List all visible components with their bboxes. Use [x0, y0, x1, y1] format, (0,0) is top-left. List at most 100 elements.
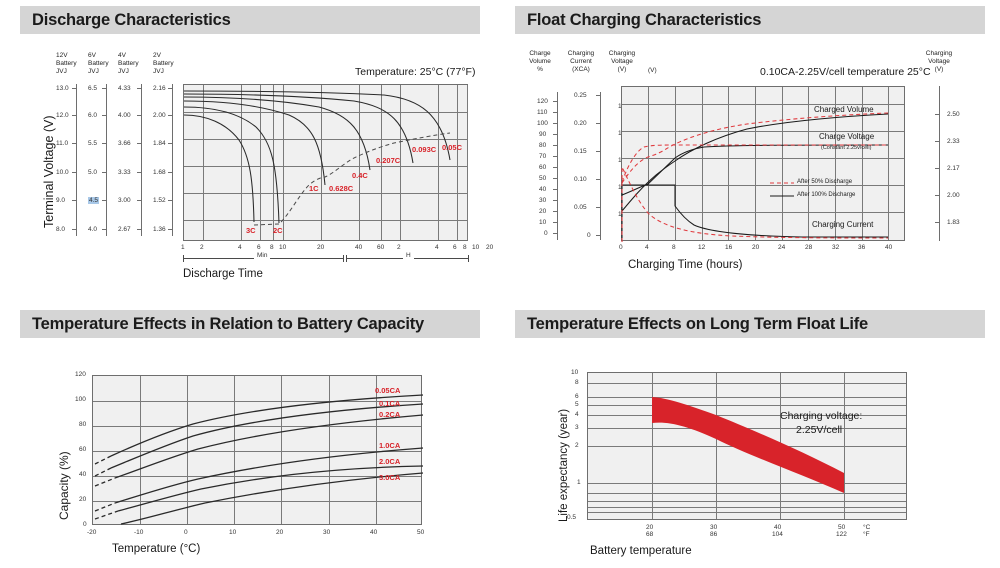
fx-4: 16	[725, 244, 733, 251]
panel-discharge-title: Discharge Characteristics	[32, 10, 231, 29]
discharge-ylabel: Terminal Voltage (V)	[42, 115, 56, 228]
lx-c-30: 30	[710, 524, 718, 531]
tick-12v-2: 11.0	[56, 140, 69, 147]
tick-4v-5: 2.67	[118, 226, 131, 233]
fx-1: 4	[645, 244, 649, 251]
fx-2: 8	[672, 244, 676, 251]
fa0-t7: 50	[539, 175, 547, 182]
fa0-t3: 90	[539, 131, 547, 138]
tick-12v-0: 13.0	[56, 85, 69, 92]
panel-float-header: Float Charging Characteristics	[515, 6, 985, 34]
fx-10: 40	[885, 244, 893, 251]
fa3-l3: (V)	[648, 67, 657, 74]
discharge-label-0207c: 0.207C	[376, 156, 401, 165]
lx-f-86: 86	[710, 531, 718, 538]
panel-tempcap-header: Temperature Effects in Relation to Batte…	[20, 310, 480, 338]
axis-12v-l1: 12V	[56, 52, 68, 59]
dx-9: 2	[397, 244, 401, 251]
fa0-l3: %	[537, 66, 543, 74]
tick-6v-2: 5.5	[88, 140, 98, 147]
float-label-charged-volume: Charged Volume	[814, 105, 874, 114]
fx-9: 36	[858, 244, 866, 251]
dx-11: 6	[453, 244, 457, 251]
cx-5: 30	[323, 529, 331, 536]
fa0-t4: 80	[539, 142, 547, 149]
dx-10: 4	[435, 244, 439, 251]
fr-t3: 2.00	[947, 192, 960, 199]
cx-7: 50	[417, 529, 425, 536]
ly-05: 0.5	[567, 514, 577, 521]
panel-tempcap: Temperature Effects in Relation to Batte…	[20, 310, 480, 560]
panel-floatlife: Temperature Effects on Long Term Float L…	[515, 310, 985, 560]
tempcap-label-005ca: 0.05CA	[375, 386, 401, 395]
ly-2: 2	[575, 442, 579, 449]
tempcap-plot: 0.05CA 0.1CA 0.2CA 1.0CA 2.0CA 3.0CA	[92, 375, 424, 525]
axis-6v-l2: Battery	[88, 60, 109, 68]
cx-6: 40	[370, 529, 378, 536]
fa0-t6: 60	[539, 164, 547, 171]
dx-13: 10	[472, 244, 480, 251]
panel-discharge: Discharge Characteristics Terminal Volta…	[20, 6, 493, 296]
axis-12v-l2: Battery	[56, 60, 77, 68]
tick-4v-1: 4.00	[118, 112, 131, 119]
fa1-t1: 0.20	[574, 120, 587, 127]
fa1-l1: Charging	[567, 50, 595, 57]
fa1-t3: 0.10	[574, 176, 587, 183]
fx-3: 12	[698, 244, 706, 251]
fr-t1: 2.33	[947, 138, 960, 145]
discharge-plot: 3C 2C 1C 0.628C 0.4C 0.207C 0.093C 0.05C	[183, 84, 468, 241]
cy-100: 100	[75, 396, 86, 403]
float-xlabel: Charging Time (hours)	[628, 259, 743, 271]
fr-t2: 2.17	[947, 165, 960, 172]
fx-8: 32	[832, 244, 840, 251]
axis-4v-l3: JVJ	[118, 68, 129, 76]
fa0-t12: 0	[544, 230, 548, 237]
cy-80: 80	[79, 421, 87, 428]
float-plot: Charged Volume Charge Voltage (Constant …	[621, 86, 905, 242]
tick-6v-4-highlighted: 4.5	[88, 197, 100, 204]
tempcap-ylabel: Capacity (%)	[57, 451, 71, 520]
axis-12v-l3: JVJ	[56, 68, 67, 76]
dx-0: 1	[181, 244, 185, 251]
discharge-annotation: Temperature: 25°C (77°F)	[355, 66, 476, 78]
lx-unit-f: °F	[863, 531, 870, 538]
tempcap-label-30ca: 3.0CA	[379, 473, 401, 482]
tempcap-label-01ca: 0.1CA	[379, 399, 401, 408]
tempcap-label-10ca: 1.0CA	[379, 441, 401, 450]
panel-tempcap-title: Temperature Effects in Relation to Batte…	[32, 314, 425, 333]
tempcap-curves	[94, 394, 424, 525]
floatlife-annotation-line2: 2.25V/cell	[796, 424, 843, 436]
fx-5: 20	[752, 244, 760, 251]
discharge-label-3c: 3C	[246, 226, 256, 235]
cy-60: 60	[79, 446, 87, 453]
floatlife-band	[652, 397, 844, 493]
panel-float: Float Charging Characteristics Charge Vo…	[515, 6, 985, 296]
cx-2: 0	[184, 529, 188, 536]
fr-t0: 2.50	[947, 111, 960, 118]
dx-4: 8	[270, 244, 274, 251]
fx-6: 24	[778, 244, 786, 251]
fa0-l2: Volume	[529, 58, 551, 66]
tick-12v-1: 12.0	[56, 112, 69, 119]
axis-6v-l3: JVJ	[88, 68, 99, 76]
tick-2v-3: 1.68	[153, 169, 166, 176]
dx-3: 6	[257, 244, 261, 251]
discharge-label-005c: 0.05C	[442, 143, 463, 152]
discharge-label-0628c: 0.628C	[329, 184, 354, 193]
discharge-label-2c: 2C	[273, 226, 283, 235]
floatlife-ylabel: Life expectancy (year)	[558, 408, 570, 522]
fa0-l1: Charge	[529, 50, 551, 57]
dx-5: 10	[279, 244, 287, 251]
floatlife-annotation-line1: Charging voltage:	[780, 410, 863, 422]
dx-14: 20	[486, 244, 494, 251]
ly-5: 5	[575, 401, 579, 408]
dx-8: 60	[377, 244, 385, 251]
float-annotation: 0.10CA-2.25V/cell temperature 25°C	[760, 66, 931, 78]
axis-4v-l1: 4V	[118, 52, 126, 59]
discharge-label-1c: 1C	[309, 184, 319, 193]
discharge-range-min-label: Min	[254, 252, 271, 259]
fa1-t5: 0	[587, 232, 591, 239]
fa0-t10: 20	[539, 208, 547, 215]
fa0-t9: 30	[539, 197, 547, 204]
ly-6: 6	[575, 393, 579, 400]
